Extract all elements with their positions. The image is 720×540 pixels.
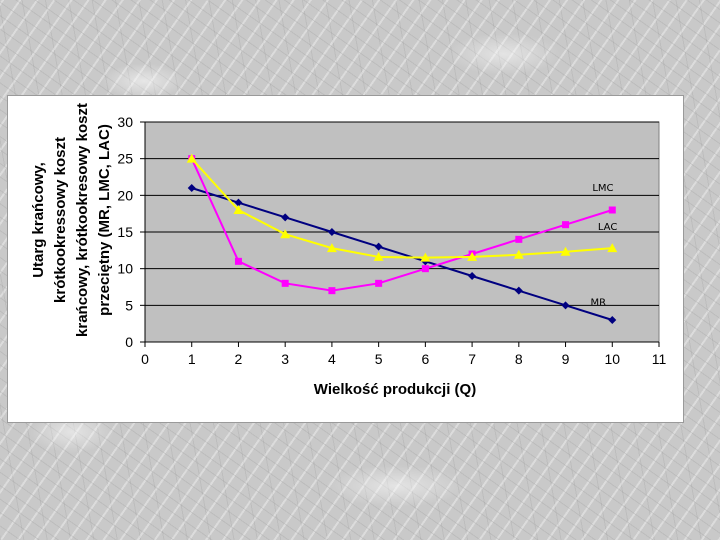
chart-panel: 0 1 2 3 4 5 6 7 8 9 10 11 0 5 10 15 20 25 30 MR LMC LAC Wie… [7,95,684,423]
data-point-mr [374,242,383,251]
data-point-mr [281,213,290,222]
data-point-lac [280,229,291,239]
x-tick-label: 6 [421,351,429,367]
series-line-lac [190,157,613,259]
data-point-mr [514,286,523,295]
line-chart: 0 1 2 3 4 5 6 7 8 9 10 11 0 5 10 15 20 25 30 MR LMC LAC Wie… [30,103,667,398]
data-point-lac [467,251,478,261]
y-tick-label: 20 [117,187,133,203]
x-tick-label: 0 [141,351,149,367]
data-point-lmc [328,287,336,295]
data-point-lmc [515,235,523,243]
data-point-lac [420,252,431,262]
series-line-lmc [190,158,613,292]
data-point-lac [560,246,571,256]
y-tick-label: 5 [125,297,133,313]
data-point-lmc [234,257,242,265]
data-point-mr [327,228,336,236]
x-tick-label: 1 [188,351,196,367]
data-point-mr [468,272,477,280]
data-point-lac [513,249,524,259]
x-tick-label: 8 [515,351,523,367]
y-tick-label: 25 [117,151,133,167]
x-tick-label: 4 [328,351,336,367]
data-point-lac [186,153,197,163]
x-tick-label: 11 [652,351,667,367]
data-point-lac [233,205,244,214]
x-tick-label: 7 [468,351,476,367]
data-point-lmc [281,279,289,287]
x-tick-labels: 0 1 2 3 4 5 6 7 8 9 10 11 [141,342,666,367]
series-label-lmc: LMC [592,183,613,194]
y-axis-title-line: przeciętny (MR, LMC, LAC) [96,124,113,316]
series-label-mr: MR [590,297,606,308]
y-tick-label: 15 [117,224,133,240]
series-layer [186,153,618,324]
y-axis-title: Utarg krańcowy, krótkookressowy koszt krań… [30,103,113,337]
grid-lines [145,121,659,306]
data-point-lac [373,251,384,261]
series-line-mr [191,187,613,321]
series-lac [186,153,618,262]
data-point-lmc [562,221,570,229]
x-tick-label: 9 [562,351,570,367]
x-axis-title: Wielkość produkcji (Q) [314,381,476,398]
y-axis-title-line: Utarg krańcowy, [30,162,47,278]
y-tick-label: 10 [117,261,133,277]
data-point-mr [234,198,243,207]
data-point-lmc [608,206,616,214]
data-point-lac [326,243,337,253]
series-label-lac: LAC [598,222,617,233]
x-tick-label: 5 [375,351,383,367]
data-point-lmc [421,265,429,273]
y-tick-labels: 0 5 10 15 20 25 30 [117,114,145,350]
y-tick-label: 30 [117,114,133,130]
data-point-lmc [375,279,383,287]
x-tick-label: 2 [235,351,243,367]
y-axis-title-line: krótkookressowy koszt [52,137,69,303]
data-point-mr [561,301,570,310]
series-labels: MR LMC LAC [590,183,617,308]
x-tick-label: 10 [604,351,620,367]
y-axis-title-line: krańcowy, krótkookresowy koszt [74,103,91,337]
data-point-mr [187,184,196,192]
x-tick-label: 3 [281,351,289,367]
series-mr [187,184,617,324]
data-point-lac [607,243,618,253]
y-tick-label: 0 [125,334,133,350]
data-point-mr [608,316,617,324]
